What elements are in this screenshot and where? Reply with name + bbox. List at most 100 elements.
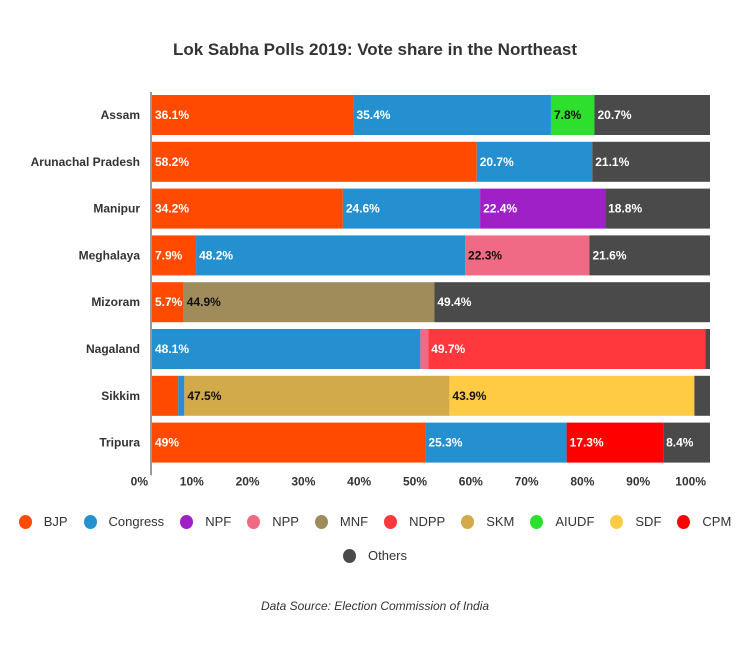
legend-label: SDF (635, 514, 662, 529)
x-tick-label: 40% (347, 474, 371, 488)
data-label: 22.4% (483, 202, 517, 216)
data-label: 47.5% (187, 389, 221, 403)
legend-label: BJP (43, 514, 68, 529)
data-label: 21.1% (595, 155, 629, 169)
legend-swatch-icon (83, 514, 97, 529)
bar-segment-congress (353, 95, 551, 135)
x-tick-label: 10% (180, 474, 204, 488)
chart-title: Lok Sabha Polls 2019: Vote share in the … (173, 40, 577, 59)
data-source: Data Source: Election Commission of Indi… (260, 599, 490, 613)
x-tick-label: 60% (459, 474, 483, 488)
bar-segment-bjp (152, 235, 197, 276)
bar-segment-bjp (152, 375, 179, 416)
legend-item-npp[interactable]: NPP (247, 514, 299, 529)
legend-item-skm[interactable]: SKM (461, 514, 514, 529)
bar-segment-bjp (152, 422, 426, 463)
legend-item-aiudf[interactable]: AIUDF (530, 514, 594, 529)
x-tick-label: 50% (403, 474, 427, 488)
bar-segment-bjp (152, 282, 184, 323)
legend-swatch-icon (610, 514, 624, 529)
bar-segment-cpm (566, 422, 664, 463)
x-tick-label: 20% (236, 474, 260, 488)
bar-segment-others (594, 95, 710, 135)
category-label: Meghalaya (79, 248, 141, 262)
legend-swatch-icon (342, 548, 356, 563)
category-label: Nagaland (86, 342, 140, 356)
bar-segment-others (605, 188, 710, 229)
legend-swatch-icon (461, 514, 475, 529)
legend-swatch-icon (18, 514, 32, 529)
data-label: 49.7% (431, 342, 465, 356)
data-label: 20.7% (597, 108, 631, 122)
legend-item-bjp[interactable]: BJP (18, 514, 68, 529)
x-tick-label: 70% (515, 474, 539, 488)
data-label: 34.2% (155, 202, 189, 216)
legend-swatch-icon (180, 514, 194, 529)
legend-label: NPP (272, 514, 299, 529)
bar-segment-others (694, 375, 710, 416)
data-label: 35.4% (356, 108, 390, 122)
legend-label: SKM (486, 514, 515, 529)
legend-row-2: Others (0, 548, 750, 563)
data-label: 25.3% (428, 436, 462, 450)
bar-segment-others (434, 282, 710, 323)
data-label: 24.6% (346, 202, 380, 216)
bar-segment-others (663, 422, 710, 463)
legend-label: AIUDF (555, 514, 595, 529)
category-label: Arunachal Pradesh (31, 155, 140, 169)
data-label: 18.8% (608, 202, 642, 216)
bar-segment-sdf (449, 375, 695, 416)
data-label: 20.7% (480, 155, 514, 169)
bar-segment-congress (476, 141, 593, 182)
data-label: 48.2% (199, 248, 233, 262)
data-label: 7.8% (554, 108, 582, 122)
bar-segment-congress (152, 329, 421, 369)
legend-item-ndpp[interactable]: NDPP (384, 514, 445, 529)
bar-segment-others (592, 141, 710, 182)
data-label: 44.9% (187, 295, 221, 309)
x-tick-label: 100% (675, 474, 706, 488)
legend-swatch-icon (677, 514, 691, 529)
bar-segment-npf (480, 188, 606, 229)
x-tick-label: 30% (291, 474, 315, 488)
data-label: 22.3% (468, 248, 502, 262)
bar-segment-others (705, 329, 710, 369)
bar-segment-mnf (183, 282, 435, 323)
data-label: 36.1% (155, 108, 189, 122)
bar-segment-bjp (152, 188, 343, 229)
category-label: Manipur (93, 202, 140, 216)
bar-segment-congress (196, 235, 466, 276)
legend: BJP Congress NPF NPP MNF NDPP SKM AIUDF SDF CPM (0, 514, 750, 529)
legend-item-cpm[interactable]: CPM (677, 514, 731, 529)
legend-swatch-icon (530, 514, 544, 529)
bar-segment-skm (184, 375, 450, 416)
legend-item-congress[interactable]: Congress (83, 514, 164, 529)
data-label: 21.6% (592, 248, 626, 262)
bar-segment-bjp (152, 141, 477, 182)
data-label: 43.9% (452, 389, 486, 403)
bar-segment-npp (465, 235, 590, 276)
legend-item-npf[interactable]: NPF (180, 514, 231, 529)
data-label: 58.2% (155, 155, 189, 169)
legend-item-mnf[interactable]: MNF (314, 514, 368, 529)
bar-segment-aiudf (550, 95, 595, 135)
bar-segment-congress (178, 375, 185, 416)
bar-segment-ndpp (428, 329, 706, 369)
legend-item-others[interactable]: Others (342, 548, 407, 563)
bar-segment-congress (342, 188, 481, 229)
bar-segment-congress (425, 422, 567, 463)
x-tick-label: 90% (626, 474, 650, 488)
data-label: 7.9% (155, 248, 183, 262)
legend-swatch-icon (384, 514, 398, 529)
legend-swatch-icon (247, 514, 261, 529)
x-tick-label: 80% (570, 474, 594, 488)
category-label: Sikkim (101, 389, 140, 403)
data-label: 48.1% (155, 342, 189, 356)
data-label: 5.7% (155, 295, 183, 309)
legend-label: NDPP (409, 514, 446, 529)
legend-label: Others (367, 548, 407, 563)
stacked-bar-chart: Lok Sabha Polls 2019: Vote share in the … (31, 40, 710, 488)
legend-item-sdf[interactable]: SDF (610, 514, 661, 529)
category-label: Mizoram (91, 295, 140, 309)
